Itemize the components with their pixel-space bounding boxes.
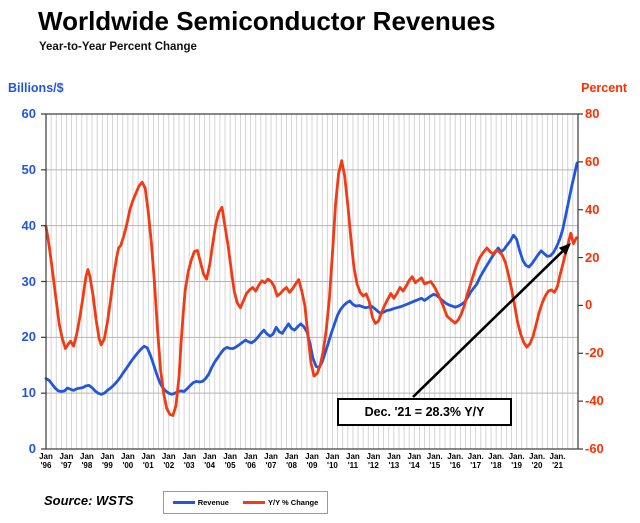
legend-label-revenue: Revenue xyxy=(197,498,229,507)
x-tick-label: Jan. '16 xyxy=(447,452,464,470)
x-tick-label: Jan '96 xyxy=(39,452,53,470)
yy-change-line-swatch xyxy=(242,501,265,504)
left-tick-label: 50 xyxy=(21,161,36,177)
revenue-line-swatch xyxy=(172,501,195,504)
left-tick-label: 0 xyxy=(28,441,36,456)
axis-tick-marks xyxy=(41,113,583,450)
x-tick-label: Jan '01 xyxy=(141,452,156,470)
x-tick-label: Jan. '17 xyxy=(467,452,484,470)
right-axis-title: Percent xyxy=(581,81,627,95)
right-tick-label: 80 xyxy=(585,106,600,121)
x-tick-label: Jan '97 xyxy=(59,452,74,470)
right-tick-label: -20 xyxy=(585,345,604,361)
legend-label-yy-change: Y/Y % Change xyxy=(267,498,319,507)
x-tick-label: Jan '04 xyxy=(202,452,217,470)
left-tick-label: 10 xyxy=(21,385,36,401)
x-tick-label: Jan '03 xyxy=(182,452,197,470)
x-tick-label: Jan. '15 xyxy=(426,452,443,470)
x-tick-label: Jan '08 xyxy=(284,452,299,470)
legend-item-yy-change: Y/Y % Change xyxy=(242,498,319,507)
x-tick-label: Jan. '18 xyxy=(488,452,505,470)
x-tick-label: Jan '14 xyxy=(407,452,422,470)
x-tick-label: Jan '11 xyxy=(346,452,360,470)
left-tick-label: 40 xyxy=(21,217,36,233)
x-tick-label: Jan '02 xyxy=(161,452,176,470)
data-series xyxy=(44,159,579,417)
x-tick-label: Jan '00 xyxy=(120,452,135,470)
page-subtitle: Year-to-Year Percent Change xyxy=(39,41,197,53)
gridlines xyxy=(46,114,578,449)
x-tick-label: Jan. '20 xyxy=(529,452,546,470)
x-tick-label: Jan '05 xyxy=(223,452,238,470)
x-tick-label: Jan. '21 xyxy=(549,452,566,470)
x-tick-label: Jan '06 xyxy=(243,452,258,470)
right-tick-label: 20 xyxy=(585,249,600,265)
x-tick-label: Jan '07 xyxy=(264,452,278,470)
left-tick-label: 30 xyxy=(21,273,36,289)
annotation-arrow xyxy=(412,243,571,398)
x-tick-label: Jan '13 xyxy=(386,452,401,470)
x-tick-label: Jan '10 xyxy=(325,452,340,470)
legend: Revenue Y/Y % Change xyxy=(163,491,328,514)
left-tick-label: 20 xyxy=(21,329,36,345)
x-tick-label: Jan '98 xyxy=(80,452,94,470)
left-axis-title: Billions/$ xyxy=(8,81,64,95)
x-tick-label: Jan '09 xyxy=(305,452,319,470)
source-note: Source: WSTS xyxy=(44,493,134,508)
annotation-callout: Dec. '21 = 28.3% Y/Y xyxy=(337,398,512,426)
x-tick-label: Jan. '19 xyxy=(508,452,525,470)
right-tick-label: 60 xyxy=(585,153,600,169)
x-tick-label: Jan '99 xyxy=(100,452,115,470)
right-tick-label: -60 xyxy=(585,441,604,456)
right-tick-label: 0 xyxy=(585,297,593,313)
right-tick-label: 40 xyxy=(585,201,600,217)
page-title: Worldwide Semiconductor Revenues xyxy=(38,6,496,36)
x-tick-label: Jan '12 xyxy=(366,452,381,470)
left-tick-label: 60 xyxy=(21,106,36,121)
annotation-text: Dec. '21 = 28.3% Y/Y xyxy=(364,405,485,419)
right-tick-label: -40 xyxy=(585,393,604,409)
legend-item-revenue: Revenue xyxy=(172,498,229,507)
